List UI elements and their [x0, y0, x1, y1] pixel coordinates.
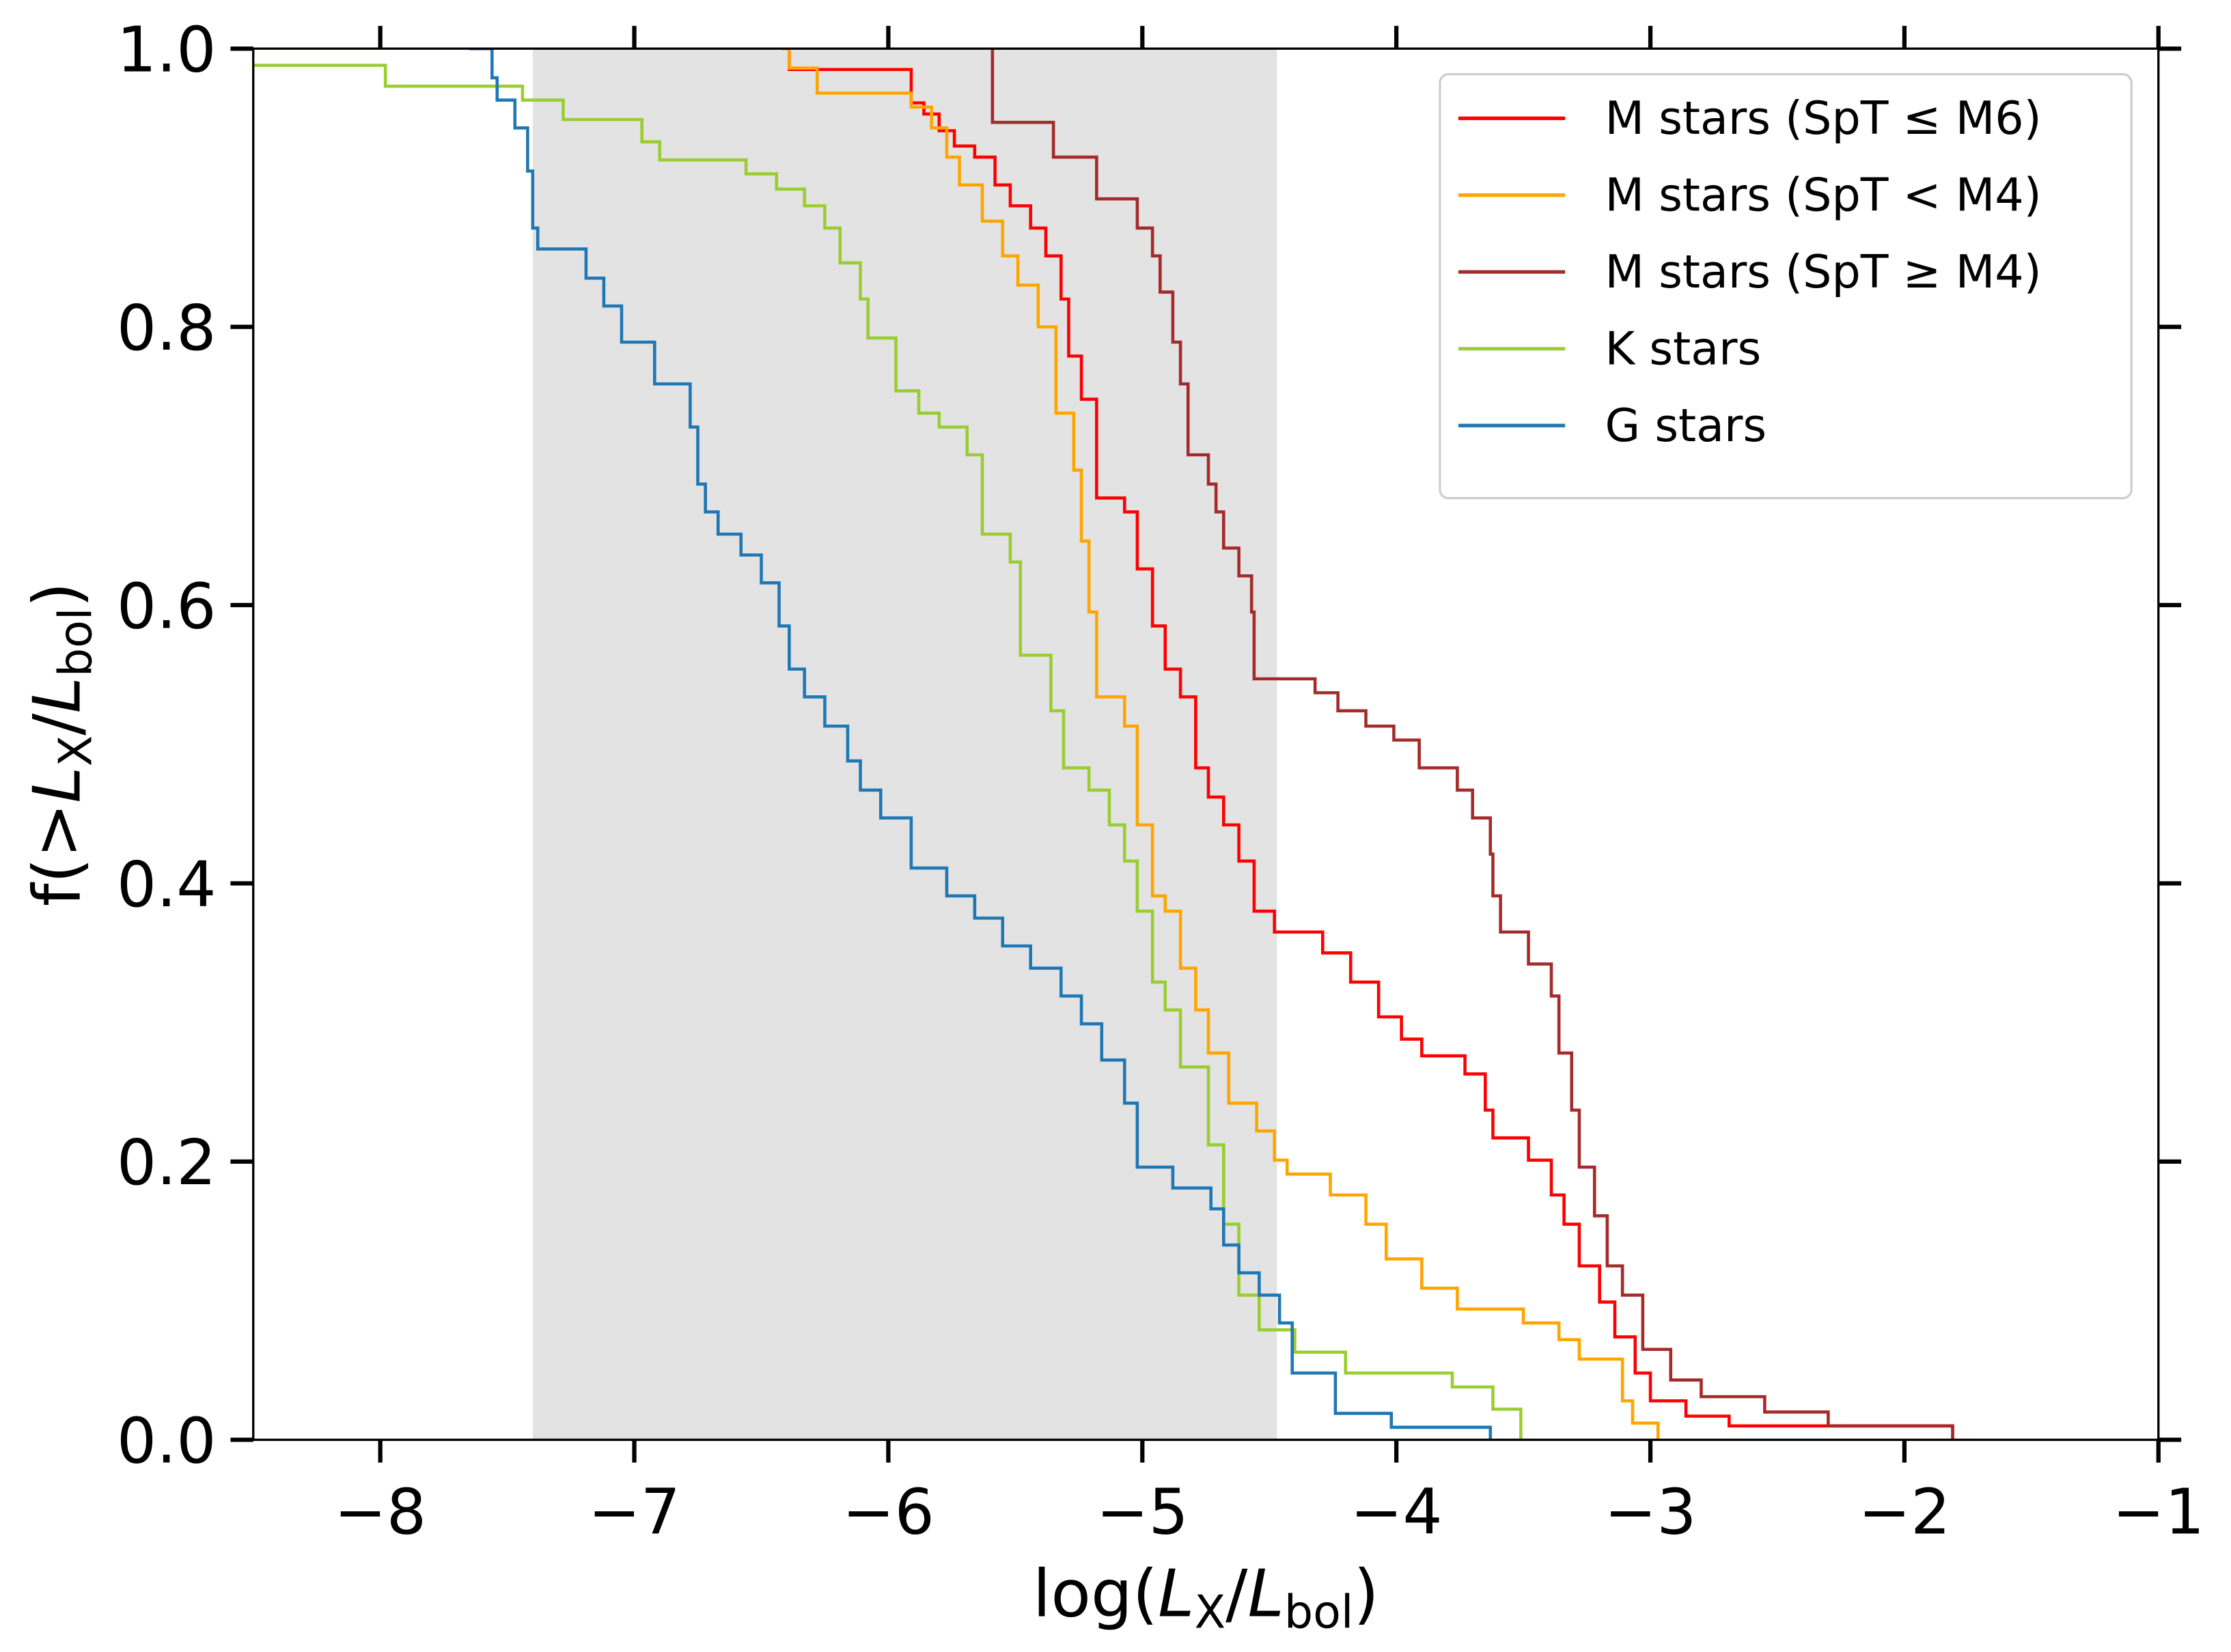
x-tick-label: −8 [334, 1476, 426, 1549]
x-axis-label-part: / [1225, 1556, 1248, 1632]
y-axis-label-part: bol [48, 608, 102, 677]
shade-layer [532, 48, 1277, 1440]
series-line [469, 48, 1493, 1440]
y-tick-label: 0.0 [117, 1405, 217, 1478]
y-tick-label: 0.6 [117, 570, 217, 643]
x-tick-label: −1 [2112, 1476, 2204, 1549]
x-tick-label: −7 [588, 1476, 680, 1549]
y-axis-label-part: / [19, 713, 96, 736]
y-tick-label: 1.0 [117, 14, 217, 87]
x-axis-label-part: L [1247, 1556, 1284, 1632]
y-tick-label: 0.2 [117, 1126, 217, 1199]
legend-label: M stars (SpT ≥ M4) [1605, 245, 2042, 298]
x-tick-label: −5 [1096, 1476, 1189, 1549]
x-tick-label: −3 [1604, 1476, 1696, 1549]
legend-label: M stars (SpT < M4) [1605, 169, 2042, 222]
series-line [781, 48, 1660, 1440]
y-axis-label-part: L [19, 677, 96, 713]
legend-label: M stars (SpT ≤ M6) [1605, 92, 2042, 145]
x-axis-label-part: X [1195, 1585, 1226, 1638]
series-line [990, 48, 1954, 1440]
y-axis-label: f(>LX/Lbol) [19, 582, 102, 906]
x-tick-label: −2 [1858, 1476, 1950, 1549]
y-axis-label-part: L [19, 766, 96, 802]
x-axis-label-part: ) [1353, 1556, 1378, 1632]
lines-layer [253, 48, 1954, 1440]
x-tick-label: −6 [842, 1476, 934, 1549]
x-axis-label: log(LX/Lbol) [1033, 1556, 1379, 1639]
y-axis-label-part: X [48, 736, 102, 767]
plot-frame [252, 47, 2160, 1441]
legend-label: G stars [1605, 399, 1767, 452]
x-axis-label-part: log( [1033, 1556, 1158, 1632]
x-axis-label-part: bol [1284, 1585, 1354, 1638]
x-axis-label-part: L [1158, 1556, 1194, 1632]
axes-layer: −8 −7 −6 −5 −4 −3 −2 −10.00.20.40.60.81.0log(LX… [19, 14, 2205, 1639]
y-axis-label-part: ) [19, 582, 96, 607]
y-tick-label: 0.8 [117, 292, 217, 365]
x-tick-label: −4 [1350, 1476, 1443, 1549]
y-tick-label: 0.4 [117, 848, 217, 921]
legend-box [1439, 73, 2133, 499]
shaded-region [532, 48, 1277, 1440]
y-axis-label-part: f(> [19, 803, 96, 906]
series-line [781, 48, 1954, 1440]
legend-label: K stars [1605, 322, 1762, 376]
